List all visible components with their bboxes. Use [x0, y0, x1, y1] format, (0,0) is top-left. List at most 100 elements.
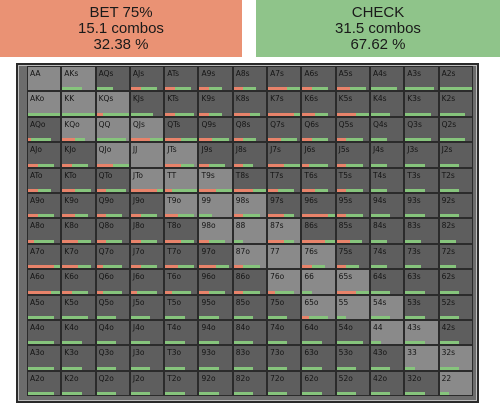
- hand-cell-98s[interactable]: 98s: [232, 192, 268, 219]
- hand-cell-96s[interactable]: 96s: [301, 192, 336, 219]
- hand-cell-94s[interactable]: 94s: [369, 192, 405, 219]
- hand-cell-A9o[interactable]: A9o: [27, 192, 62, 219]
- hand-cell-QJs[interactable]: QJs: [129, 116, 165, 143]
- hand-cell-J2s[interactable]: J2s: [438, 142, 473, 168]
- hand-cell-T6s[interactable]: T6s: [301, 167, 336, 193]
- hand-cell-ATo[interactable]: ATo: [27, 167, 62, 193]
- hand-cell-A4s[interactable]: A4s: [369, 66, 405, 92]
- hand-cell-85o[interactable]: 85o: [232, 294, 268, 320]
- hand-cell-72s[interactable]: 72s: [438, 243, 473, 270]
- hand-cell-K7s[interactable]: K7s: [267, 91, 302, 117]
- hand-cell-Q2s[interactable]: Q2s: [438, 116, 473, 143]
- hand-cell-97s[interactable]: 97s: [267, 192, 302, 219]
- hand-cell-22[interactable]: 22: [438, 370, 473, 397]
- hand-cell-K4s[interactable]: K4s: [369, 91, 405, 117]
- hand-cell-J6s[interactable]: J6s: [301, 142, 336, 168]
- hand-cell-86s[interactable]: 86s: [301, 218, 336, 244]
- hand-cell-Q3s[interactable]: Q3s: [404, 116, 439, 143]
- hand-cell-A3s[interactable]: A3s: [404, 66, 439, 92]
- hand-cell-64s[interactable]: 64s: [369, 269, 405, 295]
- hand-cell-77[interactable]: 77: [267, 243, 302, 270]
- hand-cell-T5s[interactable]: T5s: [335, 167, 370, 193]
- hand-cell-Q9s[interactable]: Q9s: [198, 116, 233, 143]
- hand-cell-87s[interactable]: 87s: [267, 218, 302, 244]
- hand-cell-K8o[interactable]: K8o: [61, 218, 96, 244]
- hand-cell-K2s[interactable]: K2s: [438, 91, 473, 117]
- bet-action-summary[interactable]: BET 75% 15.1 combos 32.38 %: [0, 0, 242, 57]
- hand-cell-32s[interactable]: 32s: [438, 345, 473, 371]
- hand-cell-K2o[interactable]: K2o: [61, 370, 96, 397]
- hand-cell-A4o[interactable]: A4o: [27, 319, 62, 346]
- hand-cell-KK[interactable]: KK: [61, 91, 96, 117]
- hand-cell-43o[interactable]: 43o: [369, 345, 405, 371]
- hand-cell-62s[interactable]: 62s: [438, 269, 473, 295]
- hand-cell-K9s[interactable]: K9s: [198, 91, 233, 117]
- hand-cell-83o[interactable]: 83o: [232, 345, 268, 371]
- hand-cell-64o[interactable]: 64o: [301, 319, 336, 346]
- hand-cell-KQs[interactable]: KQs: [95, 91, 130, 117]
- hand-cell-43s[interactable]: 43s: [404, 319, 439, 346]
- hand-cell-J3s[interactable]: J3s: [404, 142, 439, 168]
- hand-cell-63o[interactable]: 63o: [301, 345, 336, 371]
- hand-cell-76s[interactable]: 76s: [301, 243, 336, 270]
- hand-cell-TT[interactable]: TT: [164, 167, 199, 193]
- hand-cell-J9s[interactable]: J9s: [198, 142, 233, 168]
- hand-cell-65s[interactable]: 65s: [335, 269, 370, 295]
- hand-cell-AKs[interactable]: AKs: [61, 66, 96, 92]
- hand-cell-J8s[interactable]: J8s: [232, 142, 268, 168]
- hand-cell-J7o[interactable]: J7o: [129, 243, 165, 270]
- hand-cell-44[interactable]: 44: [369, 319, 405, 346]
- hand-cell-54s[interactable]: 54s: [369, 294, 405, 320]
- hand-cell-QTs[interactable]: QTs: [164, 116, 199, 143]
- hand-cell-Q7s[interactable]: Q7s: [267, 116, 302, 143]
- hand-cell-A5s[interactable]: A5s: [335, 66, 370, 92]
- hand-cell-82o[interactable]: 82o: [232, 370, 268, 397]
- hand-cell-K4o[interactable]: K4o: [61, 319, 96, 346]
- hand-cell-93o[interactable]: 93o: [198, 345, 233, 371]
- hand-cell-Q5o[interactable]: Q5o: [95, 294, 130, 320]
- hand-cell-85s[interactable]: 85s: [335, 218, 370, 244]
- hand-cell-73s[interactable]: 73s: [404, 243, 439, 270]
- check-action-summary[interactable]: CHECK 31.5 combos 67.62 %: [256, 0, 500, 57]
- hand-cell-J8o[interactable]: J8o: [129, 218, 165, 244]
- hand-cell-98o[interactable]: 98o: [198, 218, 233, 244]
- hand-cell-A2o[interactable]: A2o: [27, 370, 62, 397]
- hand-cell-ATs[interactable]: ATs: [164, 66, 199, 92]
- hand-cell-A9s[interactable]: A9s: [198, 66, 233, 92]
- hand-cell-A8o[interactable]: A8o: [27, 218, 62, 244]
- hand-cell-99[interactable]: 99: [198, 192, 233, 219]
- hand-cell-87o[interactable]: 87o: [232, 243, 268, 270]
- hand-cell-A7o[interactable]: A7o: [27, 243, 62, 270]
- hand-cell-Q8o[interactable]: Q8o: [95, 218, 130, 244]
- hand-cell-K5o[interactable]: K5o: [61, 294, 96, 320]
- hand-cell-K3s[interactable]: K3s: [404, 91, 439, 117]
- hand-cell-J4s[interactable]: J4s: [369, 142, 405, 168]
- hand-cell-A3o[interactable]: A3o: [27, 345, 62, 371]
- hand-cell-K7o[interactable]: K7o: [61, 243, 96, 270]
- hand-cell-54o[interactable]: 54o: [335, 319, 370, 346]
- hand-cell-93s[interactable]: 93s: [404, 192, 439, 219]
- hand-cell-JJ[interactable]: JJ: [129, 142, 165, 168]
- hand-cell-55[interactable]: 55: [335, 294, 370, 320]
- hand-cell-QQ[interactable]: QQ: [95, 116, 130, 143]
- hand-cell-Q4s[interactable]: Q4s: [369, 116, 405, 143]
- hand-cell-A8s[interactable]: A8s: [232, 66, 268, 92]
- hand-cell-T7o[interactable]: T7o: [164, 243, 199, 270]
- hand-cell-J9o[interactable]: J9o: [129, 192, 165, 219]
- hand-cell-74s[interactable]: 74s: [369, 243, 405, 270]
- hand-cell-T4o[interactable]: T4o: [164, 319, 199, 346]
- hand-cell-QJo[interactable]: QJo: [95, 142, 130, 168]
- hand-cell-KJo[interactable]: KJo: [61, 142, 96, 168]
- hand-cell-K6s[interactable]: K6s: [301, 91, 336, 117]
- hand-cell-KJs[interactable]: KJs: [129, 91, 165, 117]
- hand-cell-75s[interactable]: 75s: [335, 243, 370, 270]
- hand-cell-Q8s[interactable]: Q8s: [232, 116, 268, 143]
- hand-cell-JTo[interactable]: JTo: [129, 167, 165, 193]
- hand-cell-Q3o[interactable]: Q3o: [95, 345, 130, 371]
- hand-cell-A5o[interactable]: A5o: [27, 294, 62, 320]
- hand-cell-T4s[interactable]: T4s: [369, 167, 405, 193]
- hand-cell-K9o[interactable]: K9o: [61, 192, 96, 219]
- hand-cell-94o[interactable]: 94o: [198, 319, 233, 346]
- hand-cell-62o[interactable]: 62o: [301, 370, 336, 397]
- hand-cell-73o[interactable]: 73o: [267, 345, 302, 371]
